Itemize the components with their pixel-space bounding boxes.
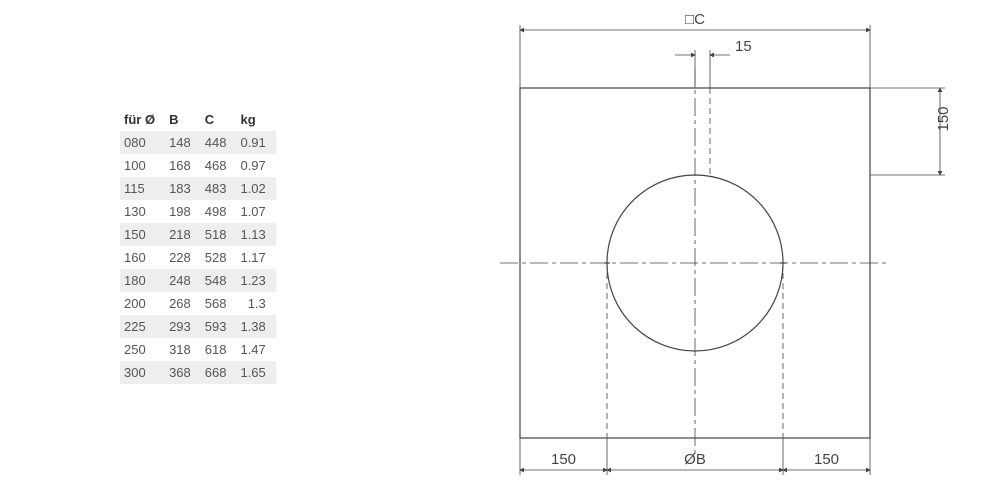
table-row: 1502185181.13: [120, 223, 276, 246]
table-cell: 130: [120, 200, 165, 223]
svg-text:150: 150: [551, 451, 576, 468]
table-cell: 1.38: [236, 315, 275, 338]
table-cell: 618: [201, 338, 237, 361]
table-cell: 0.91: [236, 131, 275, 154]
table-cell: 198: [165, 200, 201, 223]
table-cell: 1.3: [236, 292, 275, 315]
table-cell: 1.07: [236, 200, 275, 223]
table-row: 1151834831.02: [120, 177, 276, 200]
table-cell: 1.17: [236, 246, 275, 269]
table-cell: 1.47: [236, 338, 275, 361]
table-cell: 218: [165, 223, 201, 246]
table-cell: 228: [165, 246, 201, 269]
spec-table: für Ø B C kg 0801484480.911001684680.971…: [120, 108, 276, 384]
col-header: für Ø: [120, 108, 165, 131]
table-row: 3003686681.65: [120, 361, 276, 384]
col-header: C: [201, 108, 237, 131]
table-row: 1802485481.23: [120, 269, 276, 292]
table-cell: 248: [165, 269, 201, 292]
svg-text:15: 15: [735, 38, 752, 55]
table-row: 0801484480.91: [120, 131, 276, 154]
table-cell: 293: [165, 315, 201, 338]
table-cell: 300: [120, 361, 165, 384]
table-cell: 100: [120, 154, 165, 177]
table-cell: 250: [120, 338, 165, 361]
table-row: 2503186181.47: [120, 338, 276, 361]
table-cell: 568: [201, 292, 237, 315]
col-header: B: [165, 108, 201, 131]
table-cell: 0.97: [236, 154, 275, 177]
table-cell: 148: [165, 131, 201, 154]
table-cell: 593: [201, 315, 237, 338]
table-cell: 668: [201, 361, 237, 384]
col-header: kg: [236, 108, 275, 131]
table-cell: 180: [120, 269, 165, 292]
table-cell: 168: [165, 154, 201, 177]
table-cell: 498: [201, 200, 237, 223]
table-row: 2252935931.38: [120, 315, 276, 338]
table-cell: 1.23: [236, 269, 275, 292]
table-cell: 1.02: [236, 177, 275, 200]
svg-text:□C: □C: [685, 11, 705, 28]
table-cell: 160: [120, 246, 165, 269]
table-cell: 268: [165, 292, 201, 315]
table-row: 1301984981.07: [120, 200, 276, 223]
table-cell: 1.65: [236, 361, 275, 384]
svg-text:ØB: ØB: [684, 451, 706, 468]
table-cell: 183: [165, 177, 201, 200]
table-cell: 115: [120, 177, 165, 200]
svg-text:150: 150: [935, 106, 952, 131]
table-cell: 518: [201, 223, 237, 246]
table-cell: 1.13: [236, 223, 275, 246]
table-cell: 468: [201, 154, 237, 177]
table-cell: 548: [201, 269, 237, 292]
table-cell: 225: [120, 315, 165, 338]
table-cell: 368: [165, 361, 201, 384]
table-cell: 448: [201, 131, 237, 154]
technical-drawing: □C 15 150 150 ØB 150: [440, 0, 1000, 500]
table-row: 1602285281.17: [120, 246, 276, 269]
technical-drawing-panel: □C 15 150 150 ØB 150: [440, 0, 1000, 500]
table-cell: 483: [201, 177, 237, 200]
table-cell: 200: [120, 292, 165, 315]
table-row: 2002685681.3: [120, 292, 276, 315]
table-cell: 150: [120, 223, 165, 246]
table-cell: 080: [120, 131, 165, 154]
spec-table-panel: für Ø B C kg 0801484480.911001684680.971…: [0, 0, 440, 500]
table-cell: 318: [165, 338, 201, 361]
svg-text:150: 150: [814, 451, 839, 468]
table-row: 1001684680.97: [120, 154, 276, 177]
table-cell: 528: [201, 246, 237, 269]
